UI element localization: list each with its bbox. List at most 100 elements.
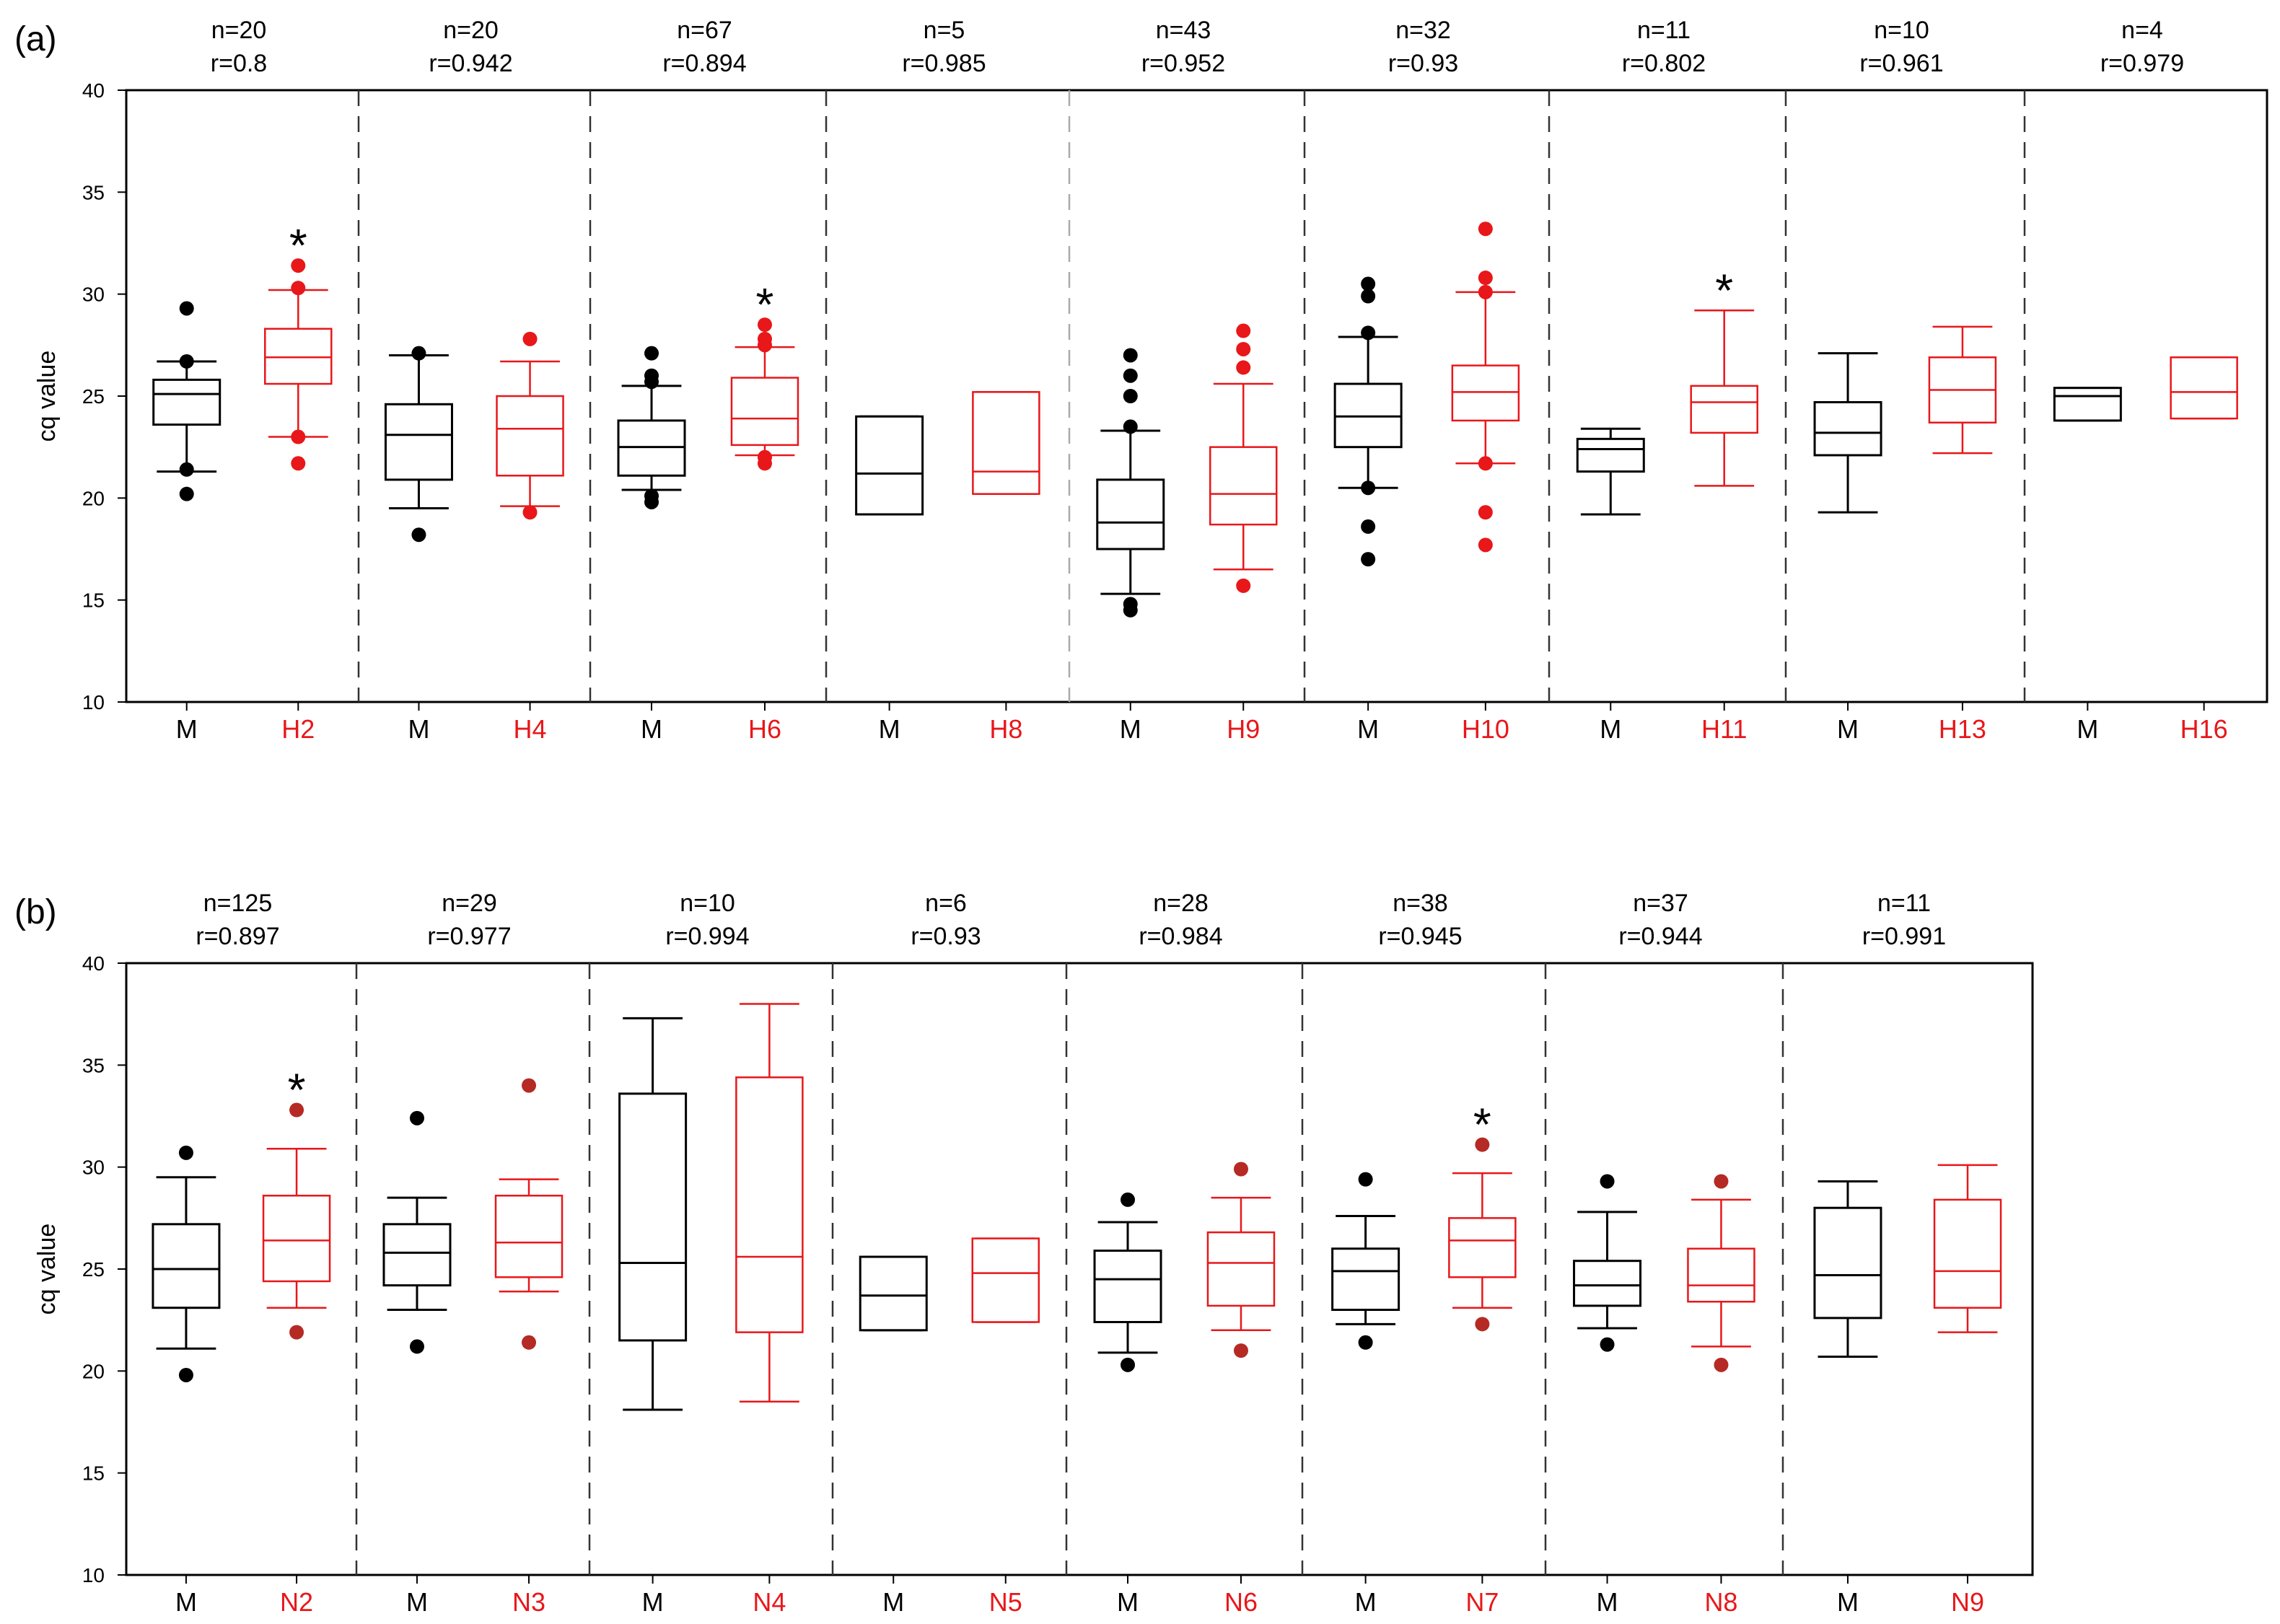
x-tick-label: N9 (1951, 1587, 1984, 1617)
box-m: M (384, 346, 453, 744)
x-tick-label: M (1120, 714, 1141, 744)
outlier-point (1358, 1335, 1373, 1350)
n-label: n=6 (925, 890, 967, 917)
panel-label: (a) (14, 20, 57, 58)
x-tick-label: N2 (280, 1587, 313, 1617)
outlier-point (1361, 289, 1376, 304)
iqr-box (855, 415, 924, 516)
plot-frame (125, 89, 2268, 703)
box-h4: H4 (496, 331, 564, 744)
iqr-box (382, 1223, 452, 1287)
outlier-point (1123, 348, 1138, 363)
x-tick-label: M (1355, 1587, 1377, 1617)
iqr-box (384, 403, 453, 481)
group: n=29 r=0.977 M N3 (382, 890, 564, 1617)
x-tick-label: M (879, 714, 900, 744)
outlier-point (289, 1102, 304, 1118)
outlier-point (757, 317, 772, 333)
r-label: r=0.802 (1622, 50, 1706, 77)
iqr-box (1209, 446, 1278, 526)
outlier-point (644, 368, 659, 383)
x-tick-label: H11 (1701, 714, 1747, 744)
outlier-point (1233, 1162, 1248, 1177)
x-tick-label: M (176, 714, 198, 744)
box-n3: N3 (494, 1078, 564, 1617)
outlier-point (1123, 368, 1138, 383)
outlier-point (1361, 276, 1376, 291)
x-tick-label: M (1600, 714, 1621, 744)
outlier-point (1475, 1137, 1490, 1152)
box-m: M (1573, 1174, 1642, 1617)
x-tick-label: H13 (1939, 714, 1986, 744)
box-m: M (1093, 1192, 1162, 1617)
group: n=6 r=0.93 M N5 (859, 890, 1040, 1617)
outlier-point (1714, 1357, 1729, 1372)
box-m: M (2053, 387, 2122, 744)
box-n7: * N7 (1448, 1099, 1517, 1617)
box-n2: * N2 (262, 1064, 331, 1617)
y-tick-label: 35 (82, 1054, 105, 1076)
group: n=28 r=0.984 M N6 (1093, 890, 1276, 1617)
y-tick-label: 25 (82, 385, 105, 408)
group: n=67 r=0.894 M * H6 (617, 17, 799, 744)
box-n8: N8 (1687, 1174, 1755, 1617)
significance-star: * (756, 278, 774, 330)
outlier-point (1361, 480, 1376, 496)
box-m: M (152, 301, 222, 744)
y-axis-label: cq value (33, 351, 61, 442)
r-label: r=0.994 (665, 923, 749, 950)
iqr-box (1093, 1250, 1162, 1323)
x-tick-label: M (642, 1587, 664, 1617)
iqr-box (1690, 385, 1758, 434)
group: n=4 r=0.979 M H16 (2053, 17, 2238, 744)
x-tick-label: H9 (1227, 714, 1260, 744)
group: n=20 r=0.942 M H4 (384, 17, 564, 744)
box-n4: N4 (735, 1003, 804, 1617)
r-label: r=0.93 (1388, 50, 1458, 77)
n-label: n=29 (442, 890, 497, 917)
x-tick-label: H10 (1462, 714, 1509, 744)
x-tick-label: M (1357, 714, 1379, 744)
group: n=125 r=0.897 M * N2 (152, 890, 331, 1617)
y-tick-label: 25 (82, 1258, 105, 1281)
r-label: r=0.985 (902, 50, 986, 77)
n-label: n=20 (211, 17, 267, 44)
iqr-box (730, 377, 799, 447)
outlier-point (1236, 360, 1251, 375)
y-axis-label: cq value (33, 1224, 61, 1315)
significance-star: * (1473, 1099, 1491, 1151)
x-tick-label: M (175, 1587, 197, 1617)
iqr-box (2170, 356, 2238, 420)
outlier-point (1361, 552, 1376, 567)
box-m: M (855, 415, 924, 744)
x-tick-label: M (408, 714, 429, 744)
outlier-point (1478, 271, 1493, 286)
panel-b: (b) cq value 10 15 20 25 30 35 40 n=125 r=0.897 M * N… (14, 890, 2034, 1617)
n-label: n=4 (2121, 17, 2163, 44)
box-m: M (382, 1110, 452, 1617)
outlier-point (1236, 341, 1251, 356)
group: n=11 r=0.802 M * H11 (1576, 17, 1758, 744)
y-tick-label: 10 (82, 691, 105, 714)
iqr-box (1096, 478, 1165, 550)
r-label: r=0.897 (196, 923, 279, 950)
y-tick-label: 35 (82, 181, 105, 203)
y-tick-label: 10 (82, 1564, 105, 1586)
box-h9: H9 (1209, 323, 1278, 744)
r-label: r=0.93 (911, 923, 981, 950)
outlier-point (1233, 1343, 1248, 1359)
box-h13: H13 (1928, 325, 1997, 744)
outlier-point (522, 1078, 537, 1093)
group: n=43 r=0.952 M H9 (1096, 17, 1278, 744)
y-tick-label: 30 (82, 1156, 105, 1179)
r-label: r=0.979 (2100, 50, 2184, 77)
n-label: n=125 (203, 890, 273, 917)
outlier-point (1123, 389, 1138, 403)
outlier-point (291, 429, 306, 444)
iqr-box (1933, 1198, 2002, 1309)
n-label: n=37 (1633, 890, 1688, 917)
outlier-point (522, 331, 538, 346)
y-tick-label: 30 (82, 284, 105, 306)
outlier-point (179, 462, 194, 477)
r-label: r=0.945 (1378, 923, 1462, 950)
